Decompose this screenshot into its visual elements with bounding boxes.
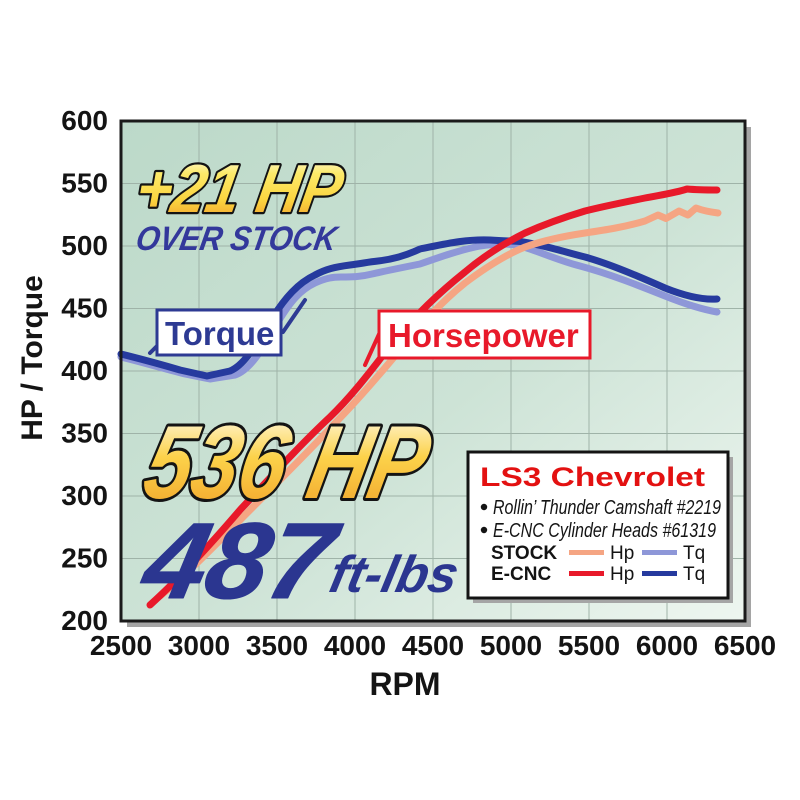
svg-text:Hp: Hp [610, 543, 634, 564]
svg-text:6500: 6500 [714, 630, 776, 661]
svg-text:LS3 Chevrolet: LS3 Chevrolet [480, 462, 705, 492]
svg-text:Rollin’ Thunder Camshaft #2219: Rollin’ Thunder Camshaft #2219 [493, 497, 721, 519]
svg-text:400: 400 [61, 355, 108, 386]
svg-text:E-CNC: E-CNC [491, 564, 551, 585]
svg-text:RPM: RPM [369, 666, 440, 702]
svg-text:550: 550 [61, 168, 108, 199]
svg-text:2500: 2500 [90, 630, 152, 661]
svg-text:350: 350 [61, 418, 108, 449]
svg-text:Hp: Hp [610, 564, 634, 585]
svg-text:5000: 5000 [480, 630, 542, 661]
svg-text:HP / Torque: HP / Torque [16, 275, 49, 441]
svg-text:3500: 3500 [246, 630, 308, 661]
svg-text:OVER STOCK: OVER STOCK [133, 220, 342, 258]
svg-text:6000: 6000 [636, 630, 698, 661]
svg-text:Tq: Tq [683, 543, 705, 564]
svg-text:450: 450 [61, 293, 108, 324]
svg-text:+21 HP: +21 HP [131, 150, 350, 226]
svg-text:Horsepower: Horsepower [388, 317, 579, 354]
svg-text:3000: 3000 [168, 630, 230, 661]
svg-text:4000: 4000 [324, 630, 386, 661]
svg-text:Tq: Tq [683, 564, 705, 585]
svg-text:487: 487 [132, 501, 349, 622]
svg-text:E-CNC Cylinder Heads #61319: E-CNC Cylinder Heads #61319 [493, 520, 716, 542]
svg-text:Torque: Torque [165, 315, 274, 352]
svg-text:300: 300 [61, 480, 108, 511]
svg-text:4500: 4500 [402, 630, 464, 661]
svg-text:STOCK: STOCK [491, 543, 557, 564]
svg-text:5500: 5500 [558, 630, 620, 661]
svg-text:600: 600 [61, 105, 108, 136]
svg-text:250: 250 [61, 543, 108, 574]
svg-text:ft-lbs: ft-lbs [325, 546, 464, 604]
svg-text:500: 500 [61, 230, 108, 261]
